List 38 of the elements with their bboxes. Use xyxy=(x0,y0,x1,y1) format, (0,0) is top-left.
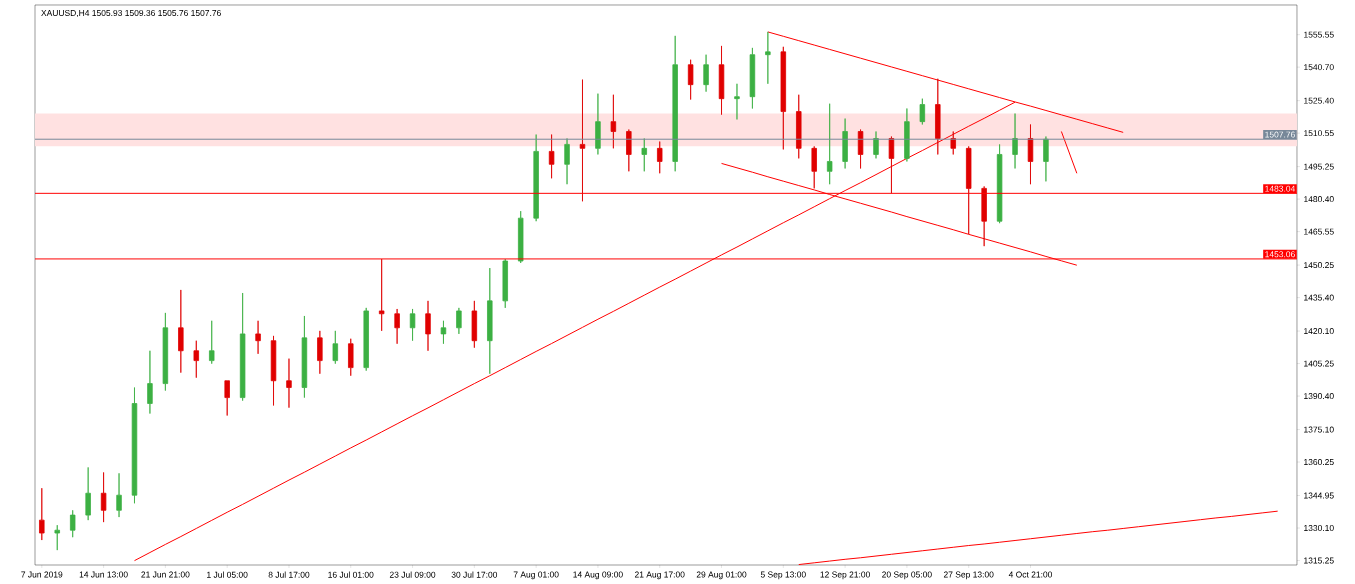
x-tick-label: 21 Jun 21:00 xyxy=(141,571,190,578)
x-tick-label: 27 Sep 13:00 xyxy=(943,571,994,580)
x-tick-label: 12 Sep 21:00 xyxy=(820,571,870,580)
y-tick-label: 1480.40 xyxy=(1304,196,1334,203)
x-tick-label: 29 Aug 01:00 xyxy=(696,571,747,580)
y-tick-label: 1390.40 xyxy=(1304,393,1334,400)
y-tick-label: 1360.25 xyxy=(1304,459,1334,466)
x-tick-label: 16 Jul 01:00 xyxy=(328,571,374,578)
ref-line-label: 1507.76 xyxy=(1265,131,1295,138)
x-tick-label: 7 Aug 01:00 xyxy=(513,571,559,580)
y-tick-label: 1420.10 xyxy=(1304,328,1334,335)
y-tick-label: 1344.95 xyxy=(1304,492,1334,499)
x-tick-label: 14 Jun 13:00 xyxy=(79,571,128,578)
x-tick-label: 8 Jul 17:00 xyxy=(268,571,310,578)
x-tick-label: 1 Jul 05:00 xyxy=(207,571,248,578)
y-tick-label: 1330.10 xyxy=(1304,525,1334,532)
y-tick-label: 1450.25 xyxy=(1304,262,1334,269)
x-tick-label: 23 Jul 09:00 xyxy=(389,571,436,578)
x-tick-label: 30 Jul 17:00 xyxy=(451,571,498,578)
x-tick-label: 14 Aug 09:00 xyxy=(573,571,623,580)
x-tick-label: 7 Jun 2019 xyxy=(21,571,63,578)
y-tick-label: 1540.70 xyxy=(1304,64,1334,71)
x-tick-label: 5 Sep 13:00 xyxy=(760,571,806,580)
ref-line-label: 1453.06 xyxy=(1265,251,1295,258)
y-tick-label: 1555.55 xyxy=(1304,31,1334,38)
text: XAUUSD,H4 1505.93 1509.36 1505.76 1507.76 xyxy=(41,10,221,17)
y-tick-label: 1495.25 xyxy=(1304,163,1334,170)
x-tick-label: 20 Sep 05:00 xyxy=(882,571,932,580)
y-tick-label: 1435.40 xyxy=(1304,294,1334,301)
x-tick-label: 4 Oct 21:00 xyxy=(1008,571,1053,578)
y-tick-label: 1465.55 xyxy=(1304,228,1334,235)
x-tick-label: 21 Aug 17:00 xyxy=(634,571,685,580)
y-tick-label: 1405.25 xyxy=(1304,360,1334,367)
y-tick-label: 1525.40 xyxy=(1304,97,1334,104)
ref-line-label: 1483.04 xyxy=(1265,185,1296,192)
y-tick-label: 1315.25 xyxy=(1304,557,1334,564)
y-tick-label: 1510.55 xyxy=(1304,130,1334,137)
y-tick-label: 1375.10 xyxy=(1304,426,1334,433)
